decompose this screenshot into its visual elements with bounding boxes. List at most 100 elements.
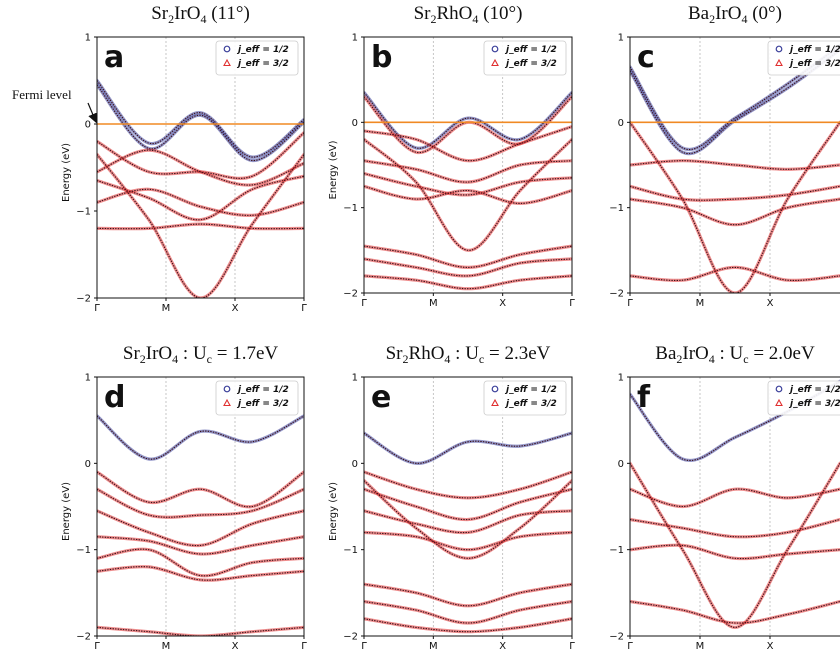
ytick-label: −1 [343, 203, 358, 214]
ytick-label: 0 [85, 120, 91, 131]
ytick-label: 1 [618, 373, 624, 384]
ytick-label: 0 [85, 459, 91, 470]
band-b-0-halo [364, 90, 572, 150]
panel-letter-c: c [637, 40, 655, 75]
xtick-label: Γ [361, 641, 367, 652]
legend-c: j_eff = 1/2 j_eff = 3/2 [767, 40, 840, 76]
xtick-label: M [696, 298, 705, 309]
band-d-5-halo [97, 547, 304, 578]
bands-c [630, 43, 840, 293]
xtick-label: Γ [301, 303, 307, 314]
band-d-6-halo [97, 565, 304, 582]
ytick-label: 1 [352, 373, 358, 384]
ytick-label: 1 [618, 33, 624, 44]
legend-marker-jeff-three-half [491, 58, 499, 67]
bands-d [97, 414, 304, 636]
band-b-6 [364, 138, 572, 251]
panel-f: Ba2IrO4 : Uc = 2.0eV 1 0 −1 −2Γ M Xf j_eff = 1/… [609, 343, 840, 652]
band-a-7-halo [97, 152, 304, 298]
band-c-2 [630, 160, 840, 170]
band-a-0 [97, 80, 304, 158]
ytick-label: −1 [76, 545, 91, 556]
xtick-label: X [232, 641, 239, 652]
band-e-2 [364, 488, 572, 521]
legend-entry: j_eff = 3/2 [788, 399, 840, 409]
band-e-3-halo [364, 509, 572, 535]
band-c-5-halo [630, 120, 840, 293]
ytick-label: 0 [618, 459, 624, 470]
legend-entry: j_eff = 1/2 [504, 385, 557, 395]
legend-entry: j_eff = 3/2 [504, 59, 557, 69]
ytick-label: −1 [76, 207, 91, 218]
band-f-1-halo [630, 487, 840, 509]
legend-marker-jeff-three-half [491, 398, 499, 407]
band-a-0-halo [97, 78, 304, 159]
ytick-label: −1 [343, 545, 358, 556]
axes-frame-d [96, 376, 305, 637]
band-a-7 [97, 154, 304, 298]
panel-letter-f: f [637, 380, 651, 415]
xtick-label: X [767, 298, 774, 309]
ytick-label: 1 [85, 373, 91, 384]
band-d-4 [97, 536, 304, 555]
xtick-label: Γ [569, 298, 575, 309]
xtick-label: X [232, 303, 239, 314]
legend-marker-jeff-half [491, 385, 499, 393]
axes-frame-b [363, 36, 573, 294]
ytick-label: 0 [352, 118, 358, 129]
band-a-5 [97, 188, 304, 216]
fermi-level-arrow [87, 102, 98, 124]
band-e-1-halo [364, 470, 572, 500]
panel-letter-a: a [104, 40, 124, 75]
legend-entry: j_eff = 3/2 [236, 59, 289, 69]
band-f-1 [630, 488, 840, 508]
axes-frame-f [629, 376, 840, 637]
band-b-7 [364, 245, 572, 268]
panel-letter-b: b [371, 40, 392, 75]
xtick-label: Γ [627, 641, 633, 652]
ytick-label: −1 [609, 203, 624, 214]
band-f-5-halo [630, 599, 840, 625]
band-e-0-halo [364, 431, 572, 465]
band-c-3-halo [630, 184, 840, 202]
ylabel-b: Energy (eV) [328, 140, 339, 199]
band-a-6 [97, 223, 304, 230]
band-a-1 [97, 84, 304, 162]
band-f-5 [630, 600, 840, 624]
legend-marker-jeff-three-half [775, 58, 783, 67]
band-c-6 [630, 266, 840, 281]
band-f-2 [630, 518, 840, 538]
xtick-label: Γ [94, 641, 100, 652]
legend-entry: j_eff = 1/2 [788, 385, 840, 395]
legend-marker-jeff-half [223, 385, 231, 393]
xtick-label: M [696, 641, 705, 652]
ytick-label: 1 [352, 33, 358, 44]
legend-entry: j_eff = 1/2 [236, 385, 289, 395]
band-d-0 [97, 415, 304, 460]
xtick-label: M [429, 298, 438, 309]
xtick-label: Γ [94, 303, 100, 314]
ytick-label: 0 [352, 459, 358, 470]
band-d-0-halo [97, 414, 304, 461]
band-c-1 [630, 49, 840, 155]
band-e-7 [364, 600, 572, 624]
ytick-label: 0 [618, 118, 624, 129]
legend-entry: j_eff = 1/2 [504, 45, 557, 55]
xtick-label: Γ [627, 298, 633, 309]
axes-frame-e [363, 376, 573, 637]
panel-c: Ba2IrO4 (0°)10−1−2Γ M Xc j_eff = 1/2j_eff =… [609, 3, 840, 309]
band-e-6-halo [364, 582, 572, 608]
band-d-1-halo [97, 470, 304, 509]
ylabel-d: Energy (eV) [61, 482, 72, 541]
ytick-label: −1 [609, 545, 624, 556]
band-a-3 [97, 149, 304, 186]
fermi-level-annotation: Fermi level [12, 87, 98, 124]
band-b-2 [364, 126, 572, 162]
ylabel-a: Energy (eV) [61, 143, 72, 202]
fermi-level-label: Fermi level [12, 87, 72, 102]
band-e-6 [364, 583, 572, 607]
legend-entry: j_eff = 3/2 [788, 59, 840, 69]
